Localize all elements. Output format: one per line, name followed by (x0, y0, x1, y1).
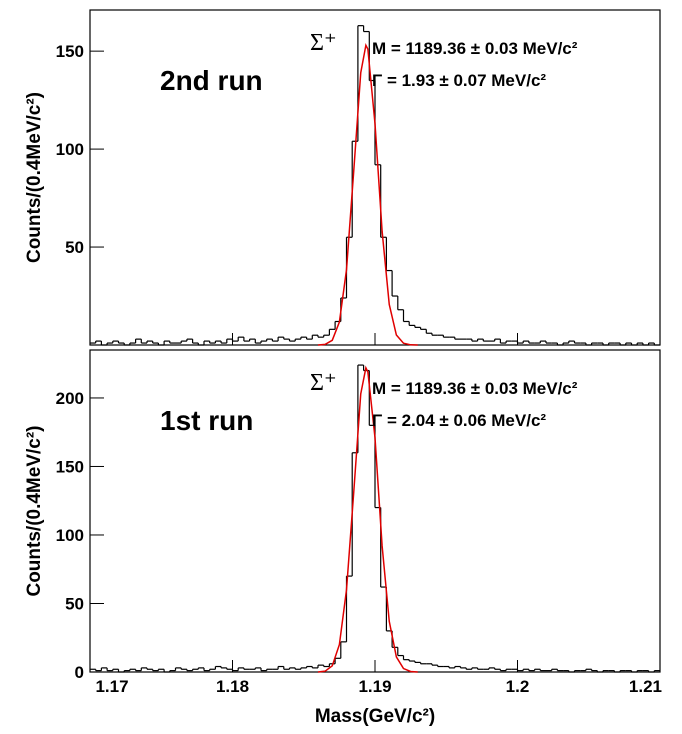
x-tick-label: 1.17 (95, 677, 128, 696)
y-tick-label: 50 (65, 238, 84, 257)
plot-frame (89, 349, 661, 673)
y-tick-label: 0 (75, 663, 84, 682)
fit-curve (317, 365, 418, 673)
y-tick-label: 200 (56, 389, 84, 408)
width-text: Γ = 1.93 ± 0.07 MeV/c² (372, 71, 546, 90)
y-tick-label: 100 (56, 140, 84, 159)
x-tick-label: 1.21 (629, 677, 662, 696)
y-axis-label: Counts/(0.4MeV/c²) (24, 425, 45, 596)
run-label: 1st run (160, 405, 253, 436)
run-label: 2nd run (160, 65, 263, 96)
y-tick-label: 100 (56, 526, 84, 545)
particle-label: Σ⁺ (310, 370, 337, 396)
plot-frame (89, 9, 661, 346)
particle-label: Σ⁺ (310, 30, 337, 56)
histogram (90, 25, 660, 346)
width-text: Γ = 2.04 ± 0.06 MeV/c² (372, 411, 546, 430)
y-axis-label: Counts/(0.4MeV/c²) (24, 92, 45, 263)
x-axis-label: Mass(GeV/c²) (315, 706, 435, 727)
x-tick-label: 1.19 (358, 677, 391, 696)
y-tick-label: 50 (65, 594, 84, 613)
mass-text: M = 1189.36 ± 0.03 MeV/c² (372, 379, 578, 398)
mass-text: M = 1189.36 ± 0.03 MeV/c² (372, 39, 578, 58)
y-tick-label: 150 (56, 42, 84, 61)
x-tick-label: 1.2 (506, 677, 530, 696)
fit-curve (317, 42, 418, 346)
x-tick-label: 1.18 (216, 677, 249, 696)
y-tick-label: 150 (56, 457, 84, 476)
